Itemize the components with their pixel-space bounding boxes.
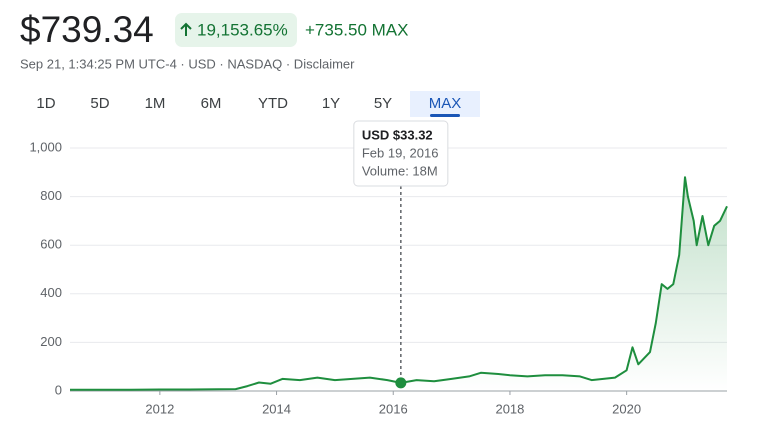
x-tick-label: 2018 <box>495 401 524 416</box>
area <box>70 177 727 391</box>
range-tab[interactable]: 1D <box>36 95 55 112</box>
tab-underline <box>430 114 460 117</box>
up-arrow <box>180 22 192 36</box>
tooltip-box <box>353 120 449 187</box>
range-tab[interactable]: 5Y <box>374 95 392 112</box>
y-tick-label: 400 <box>40 285 62 300</box>
y-tick-label: 200 <box>40 334 62 349</box>
subline: Sep 21, 1:34:25 PM UTC-4 · USD · NASDAQ … <box>20 56 355 71</box>
y-tick-label: 1,000 <box>29 139 62 154</box>
tooltip-line: Feb 19, 2016 <box>362 145 439 160</box>
range-tab[interactable]: MAX <box>429 95 462 112</box>
price-line <box>70 176 728 391</box>
tooltip-line: USD $33.32 <box>362 127 433 142</box>
x-tick-label: 2016 <box>379 401 408 416</box>
range-tab[interactable]: YTD <box>258 95 288 112</box>
y-tick-label: 0 <box>55 382 62 397</box>
x-tick-label: 2012 <box>145 401 174 416</box>
hover-point <box>395 377 407 389</box>
y-tick-label: 800 <box>40 188 62 203</box>
change: +735.50 MAX <box>305 20 409 39</box>
range-tab[interactable]: 5D <box>90 95 109 112</box>
tab-selected-bg <box>410 91 480 117</box>
range-tab[interactable]: 6M <box>201 95 222 112</box>
y-tick-label: 600 <box>40 237 62 252</box>
change-percent: 19,153.65% <box>197 20 288 39</box>
x-tick-label: 2014 <box>262 401 291 416</box>
price: $739.34 <box>20 9 154 50</box>
tooltip-line: Volume: 18M <box>362 163 438 178</box>
x-tick-label: 2020 <box>612 401 641 416</box>
change-pill <box>175 13 297 47</box>
range-tab[interactable]: 1M <box>145 95 166 112</box>
range-tab[interactable]: 1Y <box>322 95 340 112</box>
